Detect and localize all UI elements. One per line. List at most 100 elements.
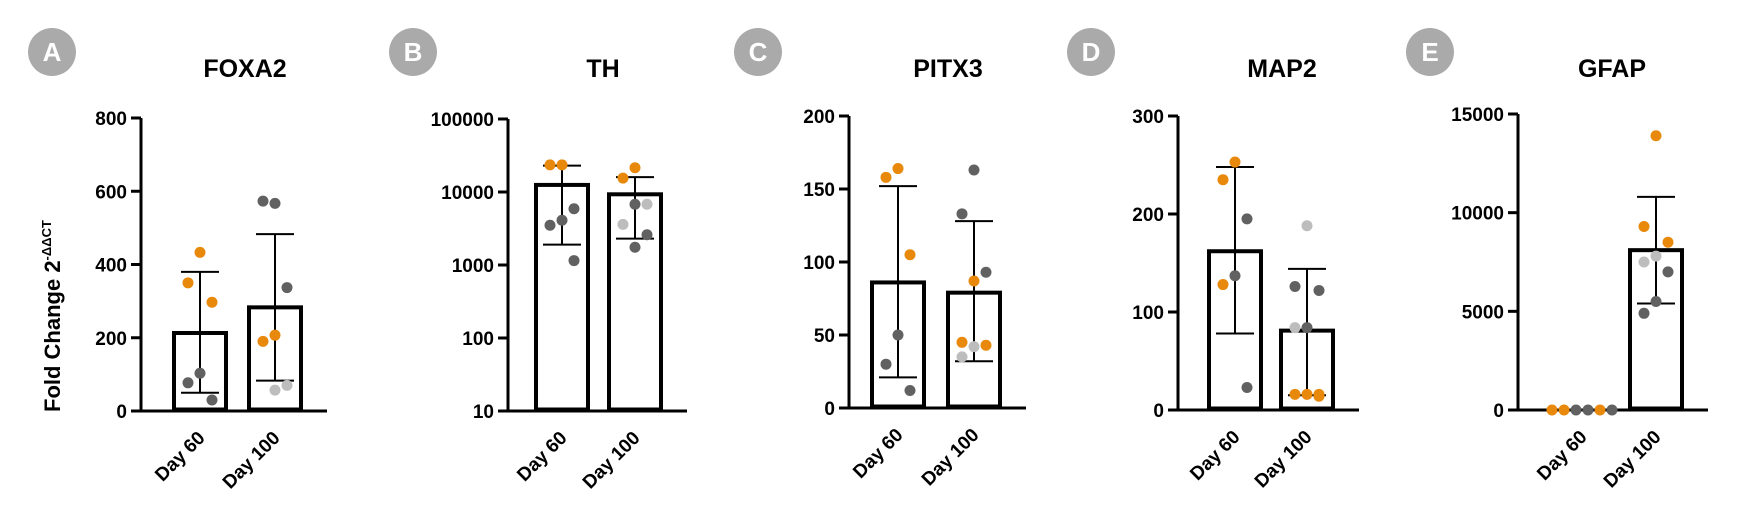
y-tick-label: 0: [116, 402, 127, 423]
y-tick-label: 200: [1132, 205, 1164, 226]
data-point: [544, 159, 556, 171]
y-tick-label: 10: [473, 402, 494, 423]
data-point: [269, 384, 281, 396]
y-tick-label: 15000: [1451, 105, 1504, 126]
data-point: [1229, 270, 1241, 282]
data-point: [880, 171, 892, 183]
data-point: [556, 159, 568, 171]
data-point: [556, 214, 568, 226]
y-tick-label: 0: [1493, 401, 1504, 422]
data-point: [281, 282, 293, 294]
data-point: [568, 203, 580, 215]
data-point: [1289, 322, 1301, 334]
data-point: [1638, 220, 1650, 232]
data-point: [281, 379, 293, 391]
panel-badge: [734, 28, 782, 76]
y-tick-label: 100: [803, 253, 835, 274]
data-point: [1558, 404, 1570, 416]
y-tick-label: 600: [95, 182, 127, 203]
data-point: [968, 341, 980, 353]
y-tick-label: 5000: [1462, 302, 1504, 323]
y-tick-label: 100: [462, 329, 494, 350]
data-point: [194, 367, 206, 379]
x-tick-label: Day 60: [513, 428, 571, 486]
panel-letter: C: [749, 37, 768, 67]
data-point: [629, 198, 641, 210]
data-point: [1662, 236, 1674, 248]
data-point: [617, 172, 629, 184]
data-point: [269, 329, 281, 341]
data-point: [206, 296, 218, 308]
x-tick-label: Day 100: [579, 428, 645, 494]
data-point: [880, 358, 892, 370]
y-tick-label: 100: [1132, 303, 1164, 324]
panel-d: D MAP2 0 100 200 300 Day 60 Day 100: [1067, 28, 1359, 492]
panel-letter: B: [404, 37, 423, 67]
y-tick-label: 100000: [431, 110, 494, 131]
x-tick-label: Day 100: [219, 428, 285, 494]
data-point: [1217, 279, 1229, 291]
data-point: [1301, 220, 1313, 232]
y-axis-label: Fold Change 2-ΔΔCT: [39, 220, 65, 412]
data-point: [1241, 381, 1253, 393]
y-tick-label: 0: [824, 399, 835, 420]
data-point: [568, 255, 580, 267]
data-point: [641, 229, 653, 241]
data-point: [892, 163, 904, 175]
chart-title: FOXA2: [203, 55, 286, 83]
data-point: [617, 218, 629, 230]
data-point: [1313, 284, 1325, 296]
data-point: [1650, 130, 1662, 142]
data-point: [1662, 266, 1674, 278]
panel-badge: [28, 28, 76, 76]
y-tick-label: 400: [95, 256, 127, 277]
panel-letter: A: [43, 37, 62, 67]
data-point: [956, 351, 968, 363]
x-tick-label: Day 60: [1186, 427, 1244, 485]
x-tick-label: Day 100: [1251, 427, 1317, 493]
chart-title: GFAP: [1578, 55, 1646, 83]
data-point: [956, 208, 968, 220]
data-point: [968, 275, 980, 287]
y-axis-label-exponent: -ΔΔCT: [39, 220, 54, 260]
data-point: [269, 197, 281, 209]
panel-badge: [389, 28, 437, 76]
data-point: [629, 162, 641, 174]
panel-e: E GFAP 0 5000 10000 15000 Day 60 Day 100: [1406, 28, 1708, 492]
data-point: [904, 384, 916, 396]
data-point: [1570, 404, 1582, 416]
data-point: [892, 329, 904, 341]
data-point: [980, 266, 992, 278]
data-point: [968, 164, 980, 176]
x-tick-label: Day 100: [918, 425, 984, 491]
y-tick-label: 200: [95, 329, 127, 350]
panel-badge: [1067, 28, 1115, 76]
data-point: [1241, 213, 1253, 225]
data-point: [1289, 281, 1301, 293]
data-point: [257, 335, 269, 347]
data-point: [1650, 295, 1662, 307]
data-point: [194, 246, 206, 258]
panel-c: C PITX3 0 50 100 150 200 Day 60 Day 100: [734, 28, 1026, 490]
data-point: [956, 336, 968, 348]
y-axis-label-main: Fold Change 2: [40, 260, 65, 412]
y-tick-label: 300: [1132, 107, 1164, 128]
data-point: [641, 198, 653, 210]
panel-badge: [1406, 28, 1454, 76]
x-tick-label: Day 60: [1533, 427, 1591, 485]
data-point: [1301, 322, 1313, 334]
data-point: [1606, 404, 1618, 416]
chart-title: PITX3: [913, 55, 982, 83]
data-point: [544, 219, 556, 231]
data-point: [1229, 156, 1241, 168]
panel-letter: D: [1082, 37, 1101, 67]
data-point: [1289, 388, 1301, 400]
panel-letter: E: [1421, 37, 1438, 67]
data-point: [1582, 404, 1594, 416]
y-tick-label: 150: [803, 180, 835, 201]
data-point: [1594, 404, 1606, 416]
y-tick-label: 50: [814, 326, 835, 347]
data-point: [1546, 404, 1558, 416]
data-point: [1301, 388, 1313, 400]
